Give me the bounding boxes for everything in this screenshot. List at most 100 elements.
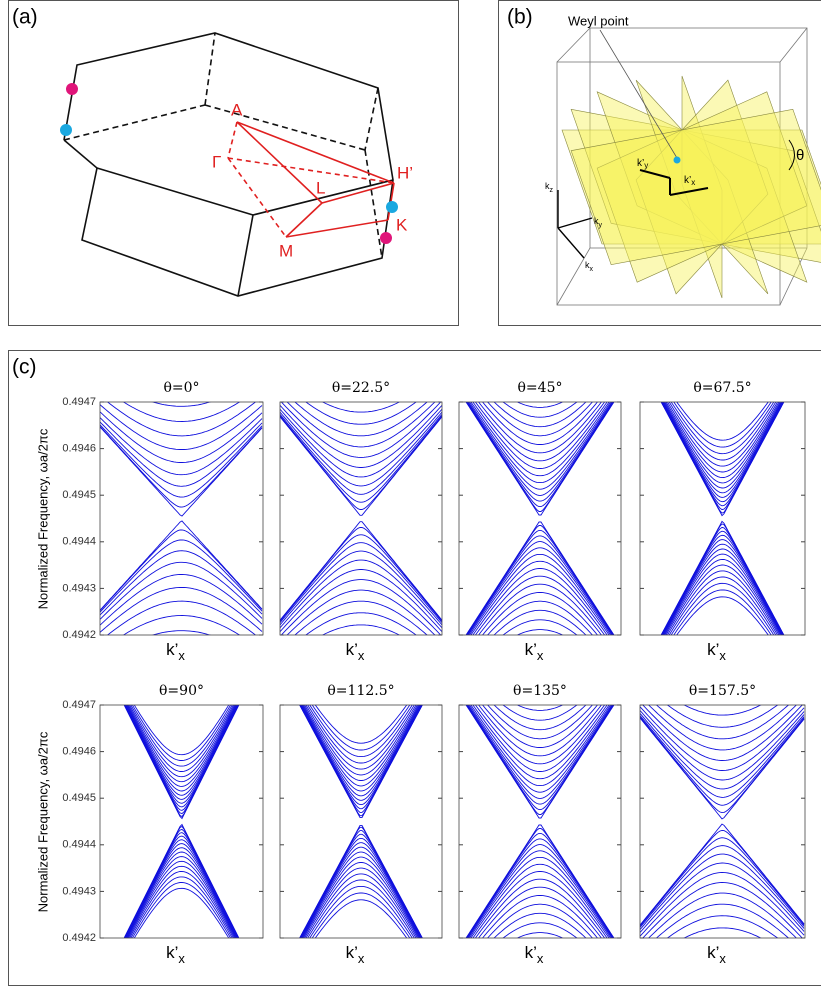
band-curve — [100, 529, 263, 611]
bands — [280, 341, 442, 635]
subplot-title: θ=0° — [163, 380, 199, 396]
bands — [299, 705, 423, 938]
x-label-main: k’ — [525, 943, 537, 962]
band-curve — [648, 705, 797, 751]
axis-label: kx — [585, 260, 594, 272]
band-curve — [662, 402, 783, 489]
band-curve — [470, 863, 610, 938]
weyl-point-dot — [673, 156, 681, 164]
subplot-title: θ=45° — [518, 380, 563, 396]
y-tick-label: 0.4943 — [62, 582, 96, 594]
band-curve — [124, 705, 239, 800]
weyl-point-dot — [386, 201, 398, 213]
band-curve — [280, 341, 442, 372]
band-curve — [280, 542, 442, 623]
band-curve — [666, 570, 779, 635]
band-curve — [640, 853, 805, 930]
band-curve — [307, 879, 415, 938]
weyl-point-dot — [380, 232, 392, 244]
point-label: Γ — [212, 152, 221, 171]
band-curve — [478, 886, 602, 938]
band-curve — [294, 402, 428, 437]
band-curve — [311, 892, 411, 938]
plot-frame — [99, 704, 264, 939]
band-curve — [648, 892, 797, 938]
band-curve — [478, 583, 602, 635]
band-curve — [126, 860, 237, 938]
band-curve — [465, 525, 615, 635]
x-axis-label: k’x — [707, 640, 726, 663]
band-curve — [130, 876, 233, 938]
band-curve — [662, 548, 783, 635]
band-curve — [305, 402, 417, 425]
axes-arrows — [557, 169, 709, 259]
band-curve — [100, 539, 263, 613]
x-label-sub: x — [719, 648, 726, 663]
x-label-sub: x — [537, 951, 544, 966]
band-curve — [280, 415, 442, 503]
subplot: θ=135° k’x — [458, 683, 622, 966]
subplot-title: θ=22.5° — [332, 380, 390, 396]
band-curve — [472, 705, 608, 772]
high-symmetry-path — [227, 121, 395, 238]
band-curve — [125, 851, 238, 938]
band-curve — [100, 283, 262, 301]
point-label: M — [279, 241, 293, 260]
band-curve — [468, 856, 612, 938]
band-curve — [467, 705, 613, 793]
band-curve — [309, 705, 413, 758]
band-curve — [123, 705, 240, 820]
y-axis-label: Normalized Frequency, ωa/2πc — [35, 731, 50, 912]
subplot-title: θ=135° — [513, 683, 567, 699]
plot-frame — [99, 401, 264, 636]
band-curve — [100, 587, 263, 633]
band-curve — [466, 541, 614, 635]
band-curve — [127, 705, 236, 778]
band-curve — [640, 715, 805, 798]
band-curve — [133, 705, 230, 756]
subplot-title: θ=157.5° — [689, 683, 756, 699]
band-curve — [663, 553, 782, 635]
x-label-sub: x — [358, 951, 365, 966]
band-curve — [302, 705, 420, 781]
x-label-sub: x — [537, 648, 544, 663]
band-curve — [280, 550, 442, 626]
band-curve — [280, 411, 442, 487]
band-curve — [100, 574, 263, 626]
band-curve — [307, 705, 415, 764]
band-curve — [478, 402, 602, 454]
band-curve — [468, 705, 612, 787]
band-curve — [311, 705, 411, 751]
plane — [561, 129, 821, 245]
bands — [465, 402, 615, 635]
band-curve — [466, 705, 614, 799]
plot-frame — [279, 401, 443, 636]
band-curve — [286, 589, 436, 635]
x-axis-label: k’x — [346, 640, 365, 663]
subplot: 0.4942 0.4943 0.4944 0.4945 0.4946 0.4947 θ=0°… — [62, 283, 264, 663]
band-curve — [493, 705, 587, 731]
plane — [596, 91, 808, 283]
band-curve — [487, 903, 593, 938]
band-curve — [305, 873, 417, 938]
plane — [681, 75, 723, 299]
band-curve — [666, 915, 779, 938]
band-curve — [516, 705, 564, 711]
band-curve — [151, 630, 212, 635]
band-curve — [474, 575, 606, 635]
panel-label: (a) — [12, 6, 38, 29]
band-curve — [472, 871, 608, 938]
band-curve — [127, 865, 236, 938]
band-curve — [673, 589, 772, 635]
band-curve — [516, 932, 564, 938]
band-curve — [467, 402, 613, 490]
axis-label: ky — [594, 216, 603, 228]
band-curve — [100, 317, 262, 338]
point-label: H’ — [397, 163, 413, 182]
y-tick-label: 0.4946 — [62, 443, 96, 455]
subplot: 0.4942 0.4943 0.4944 0.4945 0.4946 0.4947 θ=90… — [62, 683, 264, 966]
band-curve — [640, 872, 805, 937]
band-curve — [133, 887, 230, 938]
y-tick-label: 0.4945 — [62, 489, 96, 501]
band-curve — [280, 569, 442, 633]
